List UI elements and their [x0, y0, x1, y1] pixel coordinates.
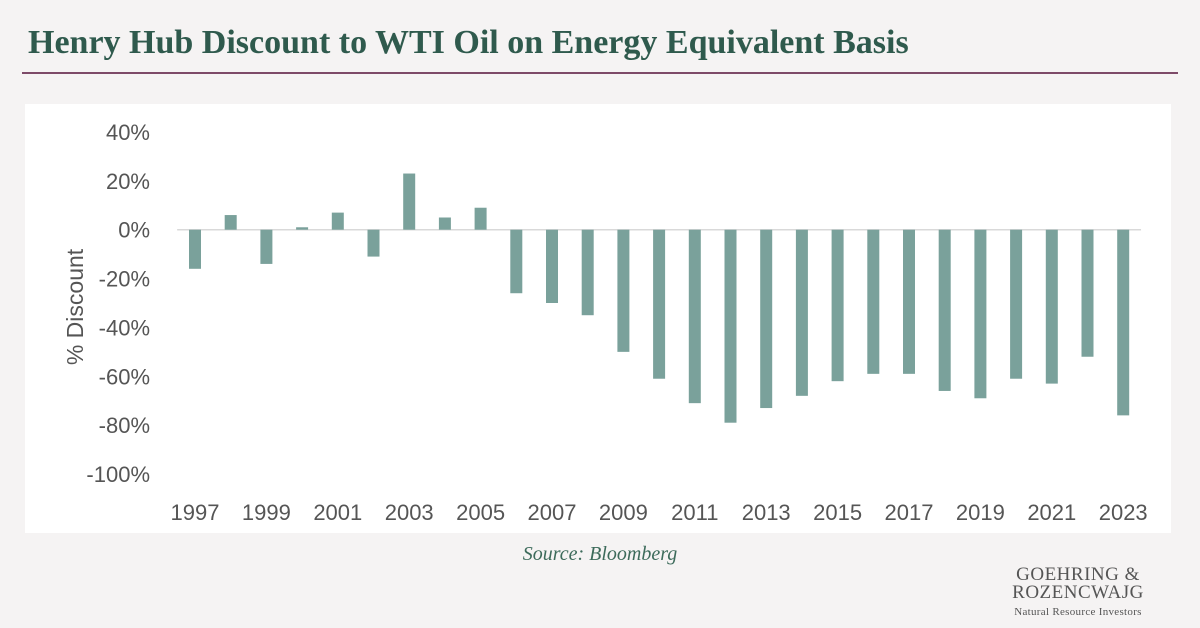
logo-tagline: Natural Resource Investors [1014, 606, 1142, 618]
source-note: Source: Bloomberg [522, 543, 678, 565]
bar-2003 [403, 173, 416, 230]
y-tick-label: 20% [106, 169, 150, 194]
bar-2009 [617, 229, 630, 352]
bar-2015 [831, 229, 844, 382]
x-tick-label: 2003 [385, 500, 434, 525]
bar-2007 [546, 229, 558, 303]
bar-2021 [1045, 229, 1058, 384]
x-tick-label: 2015 [813, 500, 862, 525]
bar-2001 [331, 212, 344, 230]
x-tick-label: 1997 [171, 500, 220, 525]
bar-2006 [510, 229, 523, 294]
x-tick-label: 2007 [528, 500, 577, 525]
bar-2005 [474, 207, 487, 230]
bar-2010 [653, 229, 666, 379]
bar-2000 [296, 227, 309, 230]
x-tick-label: 2019 [956, 500, 1005, 525]
bar-2018 [938, 229, 951, 391]
chart-title: Henry Hub Discount to WTI Oil on Energy … [28, 24, 909, 61]
x-tick-label: 2005 [456, 500, 505, 525]
x-tick-label: 2001 [313, 500, 362, 525]
bar-1999 [260, 229, 273, 264]
x-tick-label: 2013 [742, 500, 791, 525]
bar-2019 [974, 229, 987, 399]
y-tick-label: -20% [99, 267, 150, 292]
y-tick-label: -60% [99, 364, 150, 389]
bar-2014 [795, 229, 808, 396]
y-tick-label: -40% [99, 315, 150, 340]
bar-2004 [438, 217, 451, 230]
bar-2013 [760, 229, 773, 409]
y-tick-label: 40% [106, 120, 150, 145]
bar-1997 [189, 229, 201, 269]
y-tick-label: -100% [86, 462, 150, 487]
x-tick-label: 2011 [671, 500, 718, 525]
logo-line-2: ROZENCWAJG [1012, 582, 1144, 603]
y-tick-label: 0% [118, 218, 150, 243]
bar-2017 [903, 229, 915, 374]
x-tick-label: 1999 [242, 500, 291, 525]
logo-line-1: GOEHRING & [1016, 564, 1140, 585]
bar-2022 [1081, 229, 1094, 357]
bar-2020 [1010, 229, 1023, 379]
title-divider [22, 72, 1178, 74]
x-tick-label: 2017 [885, 500, 934, 525]
bar-1998 [224, 215, 237, 230]
x-tick-label: 2009 [599, 500, 648, 525]
bar-2023 [1117, 229, 1130, 416]
chart-panel: % Discount 40% 20% 0% -20% -40% -60% -80% -100%… [25, 104, 1171, 533]
x-tick-label: 2021 [1027, 500, 1076, 525]
bar-2002 [367, 229, 380, 257]
company-logo: GOEHRING & ROZENCWAJG Natural Resource I… [978, 564, 1178, 618]
bar-2012 [724, 229, 737, 423]
y-axis-label: % Discount [62, 248, 88, 365]
bar-2008 [581, 229, 594, 316]
bar-chart: % Discount 40% 20% 0% -20% -40% -60% -80% -100%… [62, 120, 1148, 525]
bar-2011 [688, 229, 701, 404]
x-tick-label: 2023 [1099, 500, 1148, 525]
y-tick-label: -80% [99, 413, 150, 438]
bar-2016 [867, 229, 880, 374]
